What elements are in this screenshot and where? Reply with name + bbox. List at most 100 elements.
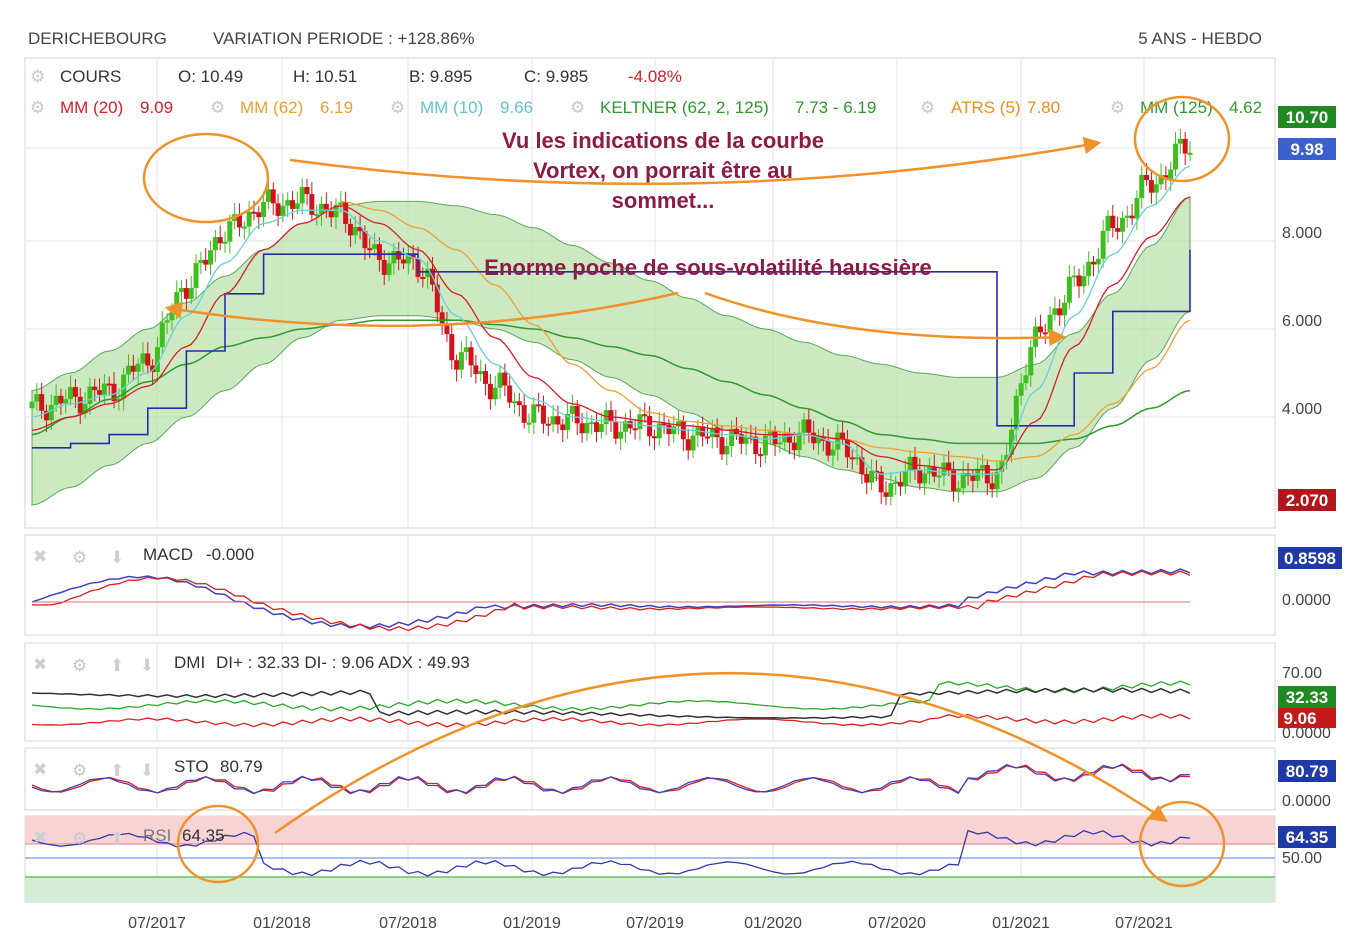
candle-body (545, 423, 551, 426)
candle-body (420, 277, 426, 280)
badge-sto (1278, 760, 1336, 782)
dmi-up-icon[interactable]: ⬆ (110, 656, 124, 675)
dmi-tick-70: 70.00 (1282, 665, 1322, 682)
period-variation: VARIATION PERIODE : +128.86% (213, 29, 475, 48)
candle-body (58, 395, 64, 404)
candle-body (656, 423, 662, 439)
candle-body (280, 205, 286, 216)
candle-body (285, 200, 291, 206)
x-tick-label: 07/2017 (128, 915, 186, 932)
candle-body (497, 372, 503, 388)
badge-high-text: 10.70 (1286, 108, 1329, 127)
keltner-gear-icon[interactable]: ⚙ (570, 98, 585, 117)
candle-body (1052, 308, 1058, 315)
price-tick-6: 6.000 (1282, 313, 1322, 330)
mm62-line (340, 200, 1191, 462)
candle-body (434, 284, 440, 313)
macd-close-icon[interactable]: ✖ (33, 547, 47, 566)
candle-body (29, 401, 35, 409)
dmi-down-icon[interactable]: ⬇ (140, 656, 154, 675)
mm10-gear-icon[interactable]: ⚙ (390, 98, 405, 117)
mm62-gear-icon[interactable]: ⚙ (210, 98, 225, 117)
rsi-value: 64.35 (182, 826, 225, 845)
sto-up-icon[interactable]: ⬆ (110, 761, 124, 780)
high-value: H: 10.51 (293, 67, 357, 86)
candle-body (159, 322, 165, 348)
rsi-up-icon[interactable]: ⬆ (110, 829, 124, 848)
candle-body (912, 456, 918, 470)
candle-body (309, 194, 315, 215)
candle-body (208, 250, 214, 265)
candles (29, 129, 1193, 506)
mm62-value: 6.19 (320, 98, 353, 117)
candle-body (299, 186, 305, 204)
candle-body (256, 212, 262, 218)
annotation-line-3: sommet... (612, 188, 715, 213)
candle-body (323, 203, 329, 212)
x-tick-label: 01/2019 (503, 915, 561, 932)
candle-body (980, 465, 986, 469)
candle-body (246, 211, 252, 227)
candle-body (753, 436, 759, 455)
candle-body (439, 312, 445, 324)
mm20-label: MM (20) (60, 98, 123, 117)
period-label[interactable]: 5 ANS - HEBDO (1138, 29, 1262, 48)
rsi-gear-icon[interactable]: ⚙ (72, 829, 87, 848)
rsi-label: RSI (143, 826, 171, 845)
candle-body (43, 410, 49, 421)
annotation-line-1: Vu les indications de la courbe (502, 128, 824, 153)
mm20-value: 9.09 (140, 98, 173, 117)
candle-body (140, 353, 146, 364)
x-tick-label: 07/2018 (379, 915, 437, 932)
macd-gear-icon[interactable]: ⚙ (72, 548, 87, 567)
candle-body (618, 431, 624, 439)
candle-body (1100, 230, 1106, 259)
sto-close-icon[interactable]: ✖ (33, 760, 47, 779)
candle-body (627, 421, 633, 429)
atrs-line (32, 249, 1191, 449)
candle-body (275, 203, 281, 216)
candle-body (290, 200, 296, 209)
candle-body (188, 287, 194, 299)
sto-gear-icon[interactable]: ⚙ (72, 761, 87, 780)
macd-down-icon[interactable]: ⬇ (110, 548, 124, 567)
candle-body (304, 186, 310, 195)
dmi-header: ✖ ⚙ ⬆ ⬇ DMI DI+ : 32.33 DI- : 9.06 ADX :… (33, 653, 470, 675)
candle-body (864, 474, 870, 483)
sto-down-icon[interactable]: ⬇ (140, 761, 154, 780)
macd-header: ✖ ⚙ ⬇ MACD -0.000 (33, 545, 254, 567)
candle-body (227, 221, 233, 242)
candle-body (236, 214, 242, 228)
rsi-close-icon[interactable]: ✖ (33, 828, 47, 847)
candle-body (512, 401, 517, 404)
candle-body (34, 394, 40, 402)
x-tick-label: 07/2020 (868, 915, 926, 932)
candle-body (193, 263, 199, 288)
dmi-gear-icon[interactable]: ⚙ (72, 656, 87, 675)
candle-body (622, 421, 628, 432)
candle-body (1008, 429, 1014, 455)
candle-body (154, 347, 160, 372)
dmi-close-icon[interactable]: ✖ (33, 655, 47, 674)
candle-body (878, 471, 884, 493)
cours-gear-icon[interactable]: ⚙ (30, 67, 45, 86)
keltner-value: 7.73 - 6.19 (795, 98, 876, 117)
mm125-gear-icon[interactable]: ⚙ (1110, 98, 1125, 117)
candle-body (367, 248, 373, 251)
atrs-gear-icon[interactable]: ⚙ (920, 98, 935, 117)
candle-body (87, 386, 93, 404)
candle-body (150, 365, 156, 372)
keltner-label: KELTNER (62, 2, 125) (600, 98, 769, 117)
candle-body (53, 395, 59, 405)
candle-body (724, 445, 730, 455)
x-tick-label: 01/2018 (253, 915, 311, 932)
candle-body (902, 471, 908, 487)
candle-body (241, 226, 247, 229)
mm20-gear-icon[interactable]: ⚙ (30, 98, 45, 117)
candle-body (555, 416, 561, 425)
rsi-oversold-zone (25, 877, 1275, 902)
atrs-label: ATRS (5) (951, 98, 1021, 117)
candle-body (1110, 215, 1116, 229)
sto-value: 80.79 (220, 757, 263, 776)
candle-body (492, 387, 498, 400)
